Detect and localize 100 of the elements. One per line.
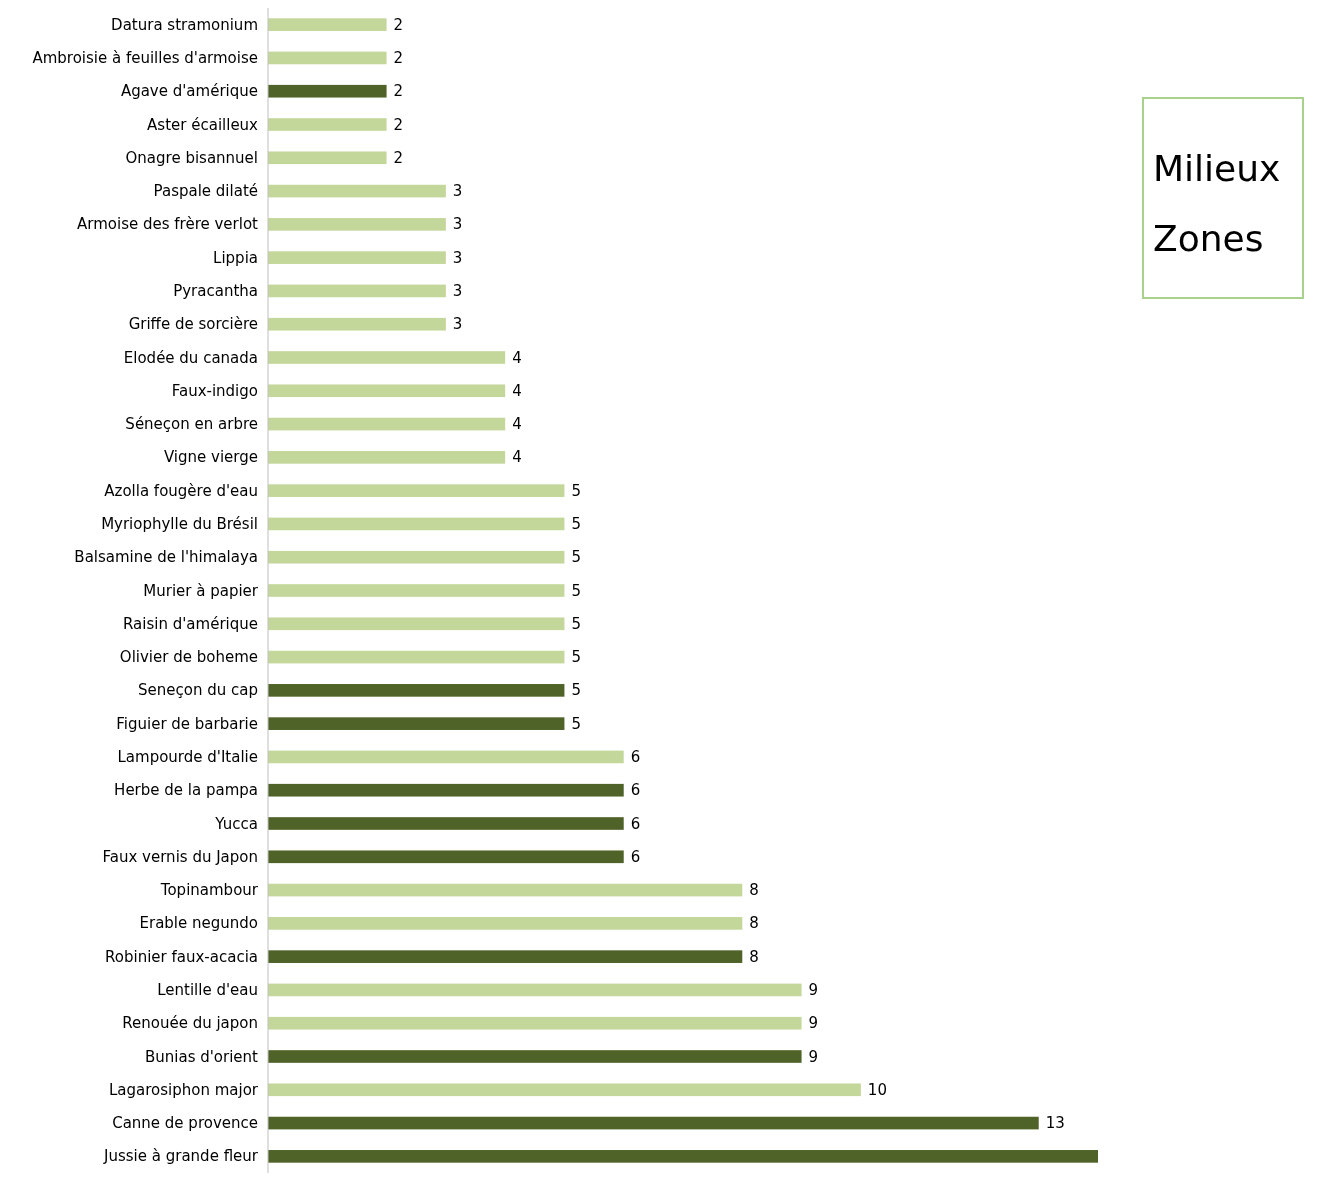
bar xyxy=(268,917,743,930)
data-label: 4 xyxy=(512,381,522,400)
bar xyxy=(268,317,446,331)
bar xyxy=(268,750,624,764)
bar xyxy=(268,184,446,198)
data-label: 5 xyxy=(571,614,581,633)
y-tick-label: Lentille d'eau xyxy=(157,980,258,999)
y-tick-label: Bunias d'orient xyxy=(144,1047,259,1066)
y-tick-label: Ambroisie à feuilles d'armoise xyxy=(32,48,258,67)
data-label: 2 xyxy=(393,82,404,101)
y-tick-label: Myriophylle du Brésil xyxy=(101,514,258,533)
data-label: 3 xyxy=(452,248,463,267)
bar xyxy=(268,684,565,697)
y-tick-label: Vigne vierge xyxy=(163,448,258,467)
bar xyxy=(268,617,565,631)
data-label: 3 xyxy=(452,315,463,334)
y-tick-label: Paspale dilaté xyxy=(153,182,258,201)
bar xyxy=(268,650,565,664)
y-tick-label: Topinambour xyxy=(159,881,259,900)
y-tick-label: Lagarosiphon major xyxy=(108,1080,259,1099)
data-label: 2 xyxy=(393,48,404,67)
y-tick-label: Griffe de sorcière xyxy=(128,315,258,334)
data-label: 4 xyxy=(512,448,522,467)
y-tick-label: Olivier de boheme xyxy=(119,648,258,667)
data-label: 3 xyxy=(452,215,463,234)
bar xyxy=(268,417,506,431)
bar xyxy=(268,584,565,597)
y-tick-label: Faux-indigo xyxy=(171,381,258,400)
bar xyxy=(268,118,387,131)
bar xyxy=(268,550,565,564)
bar xyxy=(268,983,802,997)
data-label: 2 xyxy=(393,15,404,34)
bar xyxy=(268,284,446,298)
y-tick-label: Lippia xyxy=(213,248,258,267)
bar xyxy=(268,517,565,531)
bar xyxy=(268,51,387,65)
data-label: 5 xyxy=(571,681,581,700)
y-tick-label: Aster écailleux xyxy=(147,115,259,134)
bar xyxy=(268,850,624,864)
y-tick-label: Seneçon du cap xyxy=(138,681,258,700)
y-tick-label: Datura stramonium xyxy=(111,15,258,34)
y-tick-label: Armoise des frère verlot xyxy=(77,215,259,234)
y-tick-label: Faux vernis du Japon xyxy=(102,847,258,866)
data-label: 3 xyxy=(452,182,463,201)
data-label: 2 xyxy=(393,148,404,167)
bar xyxy=(268,351,506,364)
data-label: 5 xyxy=(571,548,581,567)
y-tick-label: Yucca xyxy=(214,814,258,833)
y-tick-label: Raisin d'amérique xyxy=(123,614,258,633)
data-label: 6 xyxy=(630,747,641,766)
data-label: 5 xyxy=(571,581,581,600)
bar xyxy=(268,817,624,830)
data-label: 4 xyxy=(512,348,522,367)
bar xyxy=(268,451,506,464)
data-label: 6 xyxy=(630,847,641,866)
data-label: 8 xyxy=(749,914,759,933)
data-label: 5 xyxy=(571,481,581,500)
bar xyxy=(268,18,387,31)
data-label: 3 xyxy=(452,281,463,300)
data-label: 8 xyxy=(749,881,759,900)
y-tick-label: Canne de provence xyxy=(112,1114,258,1133)
bar xyxy=(268,1016,802,1030)
data-label: 8 xyxy=(749,947,759,966)
bar xyxy=(268,484,565,497)
y-tick-label: Balsamine de l'himalaya xyxy=(74,548,258,567)
data-label: 9 xyxy=(808,980,819,999)
bar xyxy=(268,218,446,231)
y-tick-label: Erable negundo xyxy=(139,914,258,933)
bar xyxy=(268,717,565,730)
data-label: 9 xyxy=(808,1047,819,1066)
y-tick-label: Herbe de la pampa xyxy=(114,781,258,800)
y-tick-label: Pyracantha xyxy=(173,281,258,300)
data-label: 13 xyxy=(1045,1114,1065,1133)
data-label: 5 xyxy=(571,714,581,733)
y-tick-label: Robinier faux-acacia xyxy=(105,947,258,966)
bar xyxy=(268,1050,802,1063)
bar xyxy=(268,1083,861,1097)
bar xyxy=(268,1150,1098,1163)
bar xyxy=(268,1116,1039,1130)
bar xyxy=(268,384,506,398)
y-tick-label: Agave d'amérique xyxy=(120,82,258,101)
data-label: 9 xyxy=(808,1014,819,1033)
y-tick-label: Lampourde d'Italie xyxy=(117,747,258,766)
bar xyxy=(268,251,446,264)
bar xyxy=(268,883,743,897)
data-label: 6 xyxy=(630,814,641,833)
data-label: 5 xyxy=(571,648,581,667)
y-tick-label: Figuier de barbarie xyxy=(116,714,258,733)
bar xyxy=(268,783,624,797)
data-label: 5 xyxy=(571,514,581,533)
data-label: 2 xyxy=(393,115,404,134)
text: Milieux xyxy=(1153,147,1281,189)
y-tick-label: Azolla fougère d'eau xyxy=(104,481,258,500)
y-tick-label: Séneçon en arbre xyxy=(125,415,258,434)
y-tick-label: Onagre bisannuel xyxy=(125,148,258,167)
bar xyxy=(268,84,387,98)
data-label: 6 xyxy=(630,781,641,800)
bar xyxy=(268,151,387,165)
y-tick-label: Murier à papier xyxy=(143,581,259,600)
bar xyxy=(268,950,743,963)
